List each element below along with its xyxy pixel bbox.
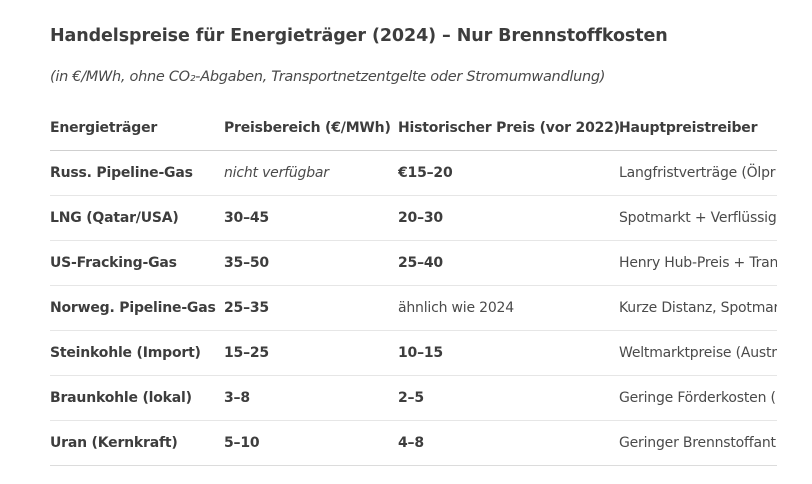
page-subtitle: (in €/MWh, ohne CO₂-Abgaben, Transportne… bbox=[50, 69, 606, 85]
cell-price-driver: Geringer Brennstoffant bbox=[619, 420, 777, 466]
page-title: Handelspreise für Energieträger (2024) –… bbox=[50, 26, 668, 46]
cell-price-driver: Langfristverträge (Ölpr bbox=[619, 150, 777, 196]
table-row: US-Fracking-Gas 35–50 25–40 Henry Hub-Pr… bbox=[50, 240, 777, 286]
cell-carrier: US-Fracking-Gas bbox=[50, 240, 224, 286]
cell-price-driver: Geringe Förderkosten ( bbox=[619, 375, 777, 421]
column-header-price-driver: Hauptpreistreiber bbox=[619, 106, 777, 151]
cell-historical-price: ähnlich wie 2024 bbox=[398, 285, 619, 331]
cell-carrier: Norweg. Pipeline-Gas bbox=[50, 285, 224, 331]
cell-price-range: 30–45 bbox=[224, 195, 398, 241]
cell-price-driver: Weltmarktpreise (Austr bbox=[619, 330, 777, 376]
cell-price-range: 25–35 bbox=[224, 285, 398, 331]
cell-historical-price: 20–30 bbox=[398, 195, 619, 241]
column-header-carrier: Energieträger bbox=[50, 106, 224, 151]
cell-price-driver: Henry Hub-Preis + Tran bbox=[619, 240, 777, 286]
cell-carrier: LNG (Qatar/USA) bbox=[50, 195, 224, 241]
cell-historical-price: 25–40 bbox=[398, 240, 619, 286]
cell-price-driver: Kurze Distanz, Spotmar bbox=[619, 285, 777, 331]
price-table: Energieträger Preisbereich (€/MWh) Histo… bbox=[50, 106, 777, 466]
cell-historical-price: €15–20 bbox=[398, 150, 619, 196]
cell-price-driver: Spotmarkt + Verflüssigu bbox=[619, 195, 777, 241]
table-row: LNG (Qatar/USA) 30–45 20–30 Spotmarkt + … bbox=[50, 195, 777, 241]
table-row: Steinkohle (Import) 15–25 10–15 Weltmark… bbox=[50, 330, 777, 376]
price-table-container: Energieträger Preisbereich (€/MWh) Histo… bbox=[50, 106, 777, 466]
column-header-price-range: Preisbereich (€/MWh) bbox=[224, 106, 398, 151]
cell-price-range: 3–8 bbox=[224, 375, 398, 421]
table-row: Russ. Pipeline-Gas nicht verfügbar €15–2… bbox=[50, 150, 777, 196]
table-row: Norweg. Pipeline-Gas 25–35 ähnlich wie 2… bbox=[50, 285, 777, 331]
table-body: Russ. Pipeline-Gas nicht verfügbar €15–2… bbox=[50, 150, 777, 466]
cell-price-range: 15–25 bbox=[224, 330, 398, 376]
table-row: Braunkohle (lokal) 3–8 2–5 Geringe Förde… bbox=[50, 375, 777, 421]
column-header-historical-price: Historischer Preis (vor 2022) bbox=[398, 106, 619, 151]
cell-carrier: Russ. Pipeline-Gas bbox=[50, 150, 224, 196]
cell-carrier: Braunkohle (lokal) bbox=[50, 375, 224, 421]
cell-historical-price: 2–5 bbox=[398, 375, 619, 421]
table-row: Uran (Kernkraft) 5–10 4–8 Geringer Brenn… bbox=[50, 420, 777, 466]
cell-price-range: 5–10 bbox=[224, 420, 398, 466]
cell-price-range: nicht verfügbar bbox=[224, 150, 398, 196]
cell-historical-price: 10–15 bbox=[398, 330, 619, 376]
table-header-row: Energieträger Preisbereich (€/MWh) Histo… bbox=[50, 106, 777, 151]
cell-carrier: Uran (Kernkraft) bbox=[50, 420, 224, 466]
cell-carrier: Steinkohle (Import) bbox=[50, 330, 224, 376]
cell-historical-price: 4–8 bbox=[398, 420, 619, 466]
cell-price-range: 35–50 bbox=[224, 240, 398, 286]
